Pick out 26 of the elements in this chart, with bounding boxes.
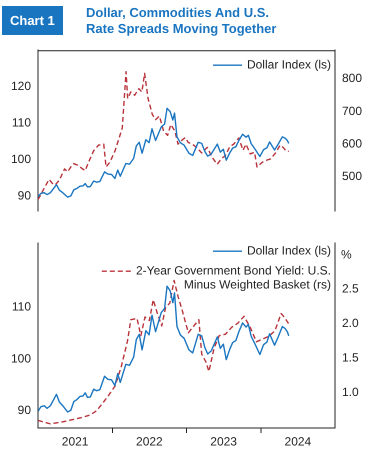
y2-tick-label: 2.5 xyxy=(342,282,360,296)
x-tick-label: 2023 xyxy=(210,434,238,449)
y2-tick-label: 600 xyxy=(342,136,362,150)
legend-label: Dollar Index (ls) xyxy=(246,244,331,258)
y-tick-label: 90 xyxy=(18,188,32,203)
y2-tick-label: 800 xyxy=(342,71,362,86)
y2-tick-label: 700 xyxy=(342,104,362,118)
x-tick-label: 2022 xyxy=(136,434,164,449)
y2-tick-label: 1.0 xyxy=(342,385,360,400)
y2-tick-label: 2.0 xyxy=(342,316,360,330)
x-tick-label: 2021 xyxy=(62,434,89,449)
y-tick-label: 120 xyxy=(10,79,32,94)
legend-label: 2-Year Government Bond Yield: U.S. Minus Weighted Basket (rs) xyxy=(136,264,331,292)
chart-title: Chart 1 xyxy=(2,6,63,35)
y-tick-label: 100 xyxy=(10,152,32,166)
x-tick-label: 2024 xyxy=(284,434,312,449)
y2-tick-label: 1.5 xyxy=(342,350,360,365)
y-tick-label: 110 xyxy=(12,116,32,130)
y-tick-label: 100 xyxy=(10,351,32,366)
line-series xyxy=(38,71,290,200)
y2-tick-label: 500 xyxy=(342,169,362,184)
y-tick-label: 110 xyxy=(12,300,32,314)
legend-label: Dollar Index (ls) xyxy=(246,58,331,72)
chart-subtitle: Dollar, Commodities And U.S. Rate Spreads Moving Together xyxy=(86,5,278,37)
y-tick-label: 90 xyxy=(18,403,32,418)
y2-axis-title: % xyxy=(341,248,352,262)
